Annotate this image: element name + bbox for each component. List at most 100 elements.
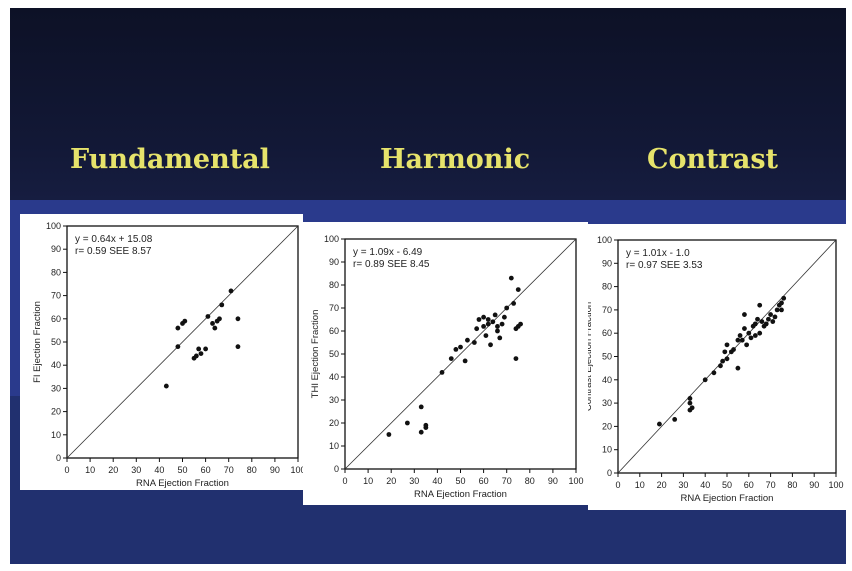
data-point-harmonic (481, 324, 486, 329)
y-tick-label: 80 (51, 267, 61, 277)
y-axis-label: Contrast Ejection Fraction (588, 302, 594, 411)
chart-panel-contrast: 0 10 20 30 40 50 60 70 80 90 100 0 10 20 30 40 50 60 70 80 9… (588, 224, 846, 510)
x-tick-label: 90 (809, 480, 819, 490)
regression-annotation: y = 0.64x + 15.08 (75, 234, 153, 245)
data-point-contrast (688, 396, 693, 401)
y-tick-label: 10 (51, 430, 61, 440)
data-point-harmonic (449, 356, 454, 361)
data-point-harmonic (465, 338, 470, 343)
x-axis-label: RNA Ejection Fraction (681, 493, 774, 504)
x-tick-label: 70 (766, 480, 776, 490)
data-point-harmonic (458, 345, 463, 350)
x-tick-label: 60 (479, 476, 489, 486)
data-point-contrast (657, 422, 662, 427)
data-point-contrast (757, 331, 762, 336)
x-tick-label: 20 (386, 476, 396, 486)
data-point-contrast (770, 319, 775, 324)
x-tick-label: 40 (700, 480, 710, 490)
x-tick-label: 20 (108, 465, 118, 475)
x-tick-label: 50 (722, 480, 732, 490)
x-tick-label: 100 (290, 465, 303, 475)
data-point-harmonic (484, 333, 489, 338)
y-tick-label: 40 (51, 360, 61, 370)
data-point-contrast (722, 349, 727, 354)
data-point-contrast (703, 377, 708, 382)
x-tick-label: 70 (224, 465, 234, 475)
data-point-contrast (740, 338, 745, 343)
y-tick-label: 100 (324, 234, 339, 244)
data-point-contrast (746, 331, 751, 336)
data-point-fundamental (182, 319, 187, 324)
data-point-contrast (688, 401, 693, 406)
x-tick-label: 40 (432, 476, 442, 486)
data-point-fundamental (217, 316, 222, 321)
data-point-contrast (759, 319, 764, 324)
x-tick-label: 60 (201, 465, 211, 475)
data-point-harmonic (518, 322, 523, 327)
y-tick-label: 0 (56, 453, 61, 463)
data-point-contrast (738, 333, 743, 338)
identity-line (345, 239, 576, 469)
data-point-harmonic (511, 301, 516, 306)
data-point-harmonic (481, 315, 486, 320)
data-point-fundamental (199, 351, 204, 356)
data-point-fundamental (196, 347, 201, 352)
y-tick-label: 10 (329, 441, 339, 451)
data-point-contrast (749, 335, 754, 340)
data-point-fundamental (210, 321, 215, 326)
data-point-harmonic (419, 430, 424, 435)
data-point-harmonic (463, 359, 468, 364)
x-axis-label: RNA Ejection Fraction (136, 478, 229, 489)
y-tick-label: 30 (602, 398, 612, 408)
data-point-contrast (744, 342, 749, 347)
data-point-contrast (779, 308, 784, 313)
data-point-contrast (775, 308, 780, 313)
regression-annotation: r= 0.59 SEE 8.57 (75, 246, 152, 257)
data-point-harmonic (495, 324, 500, 329)
data-point-fundamental (219, 302, 224, 307)
data-point-contrast (725, 356, 730, 361)
y-tick-label: 90 (602, 258, 612, 268)
data-point-contrast (753, 333, 758, 338)
data-point-contrast (764, 321, 769, 326)
y-tick-label: 70 (329, 303, 339, 313)
x-tick-label: 100 (568, 476, 583, 486)
data-point-contrast (779, 301, 784, 306)
y-tick-label: 50 (51, 337, 61, 347)
data-point-contrast (672, 417, 677, 422)
data-point-contrast (731, 347, 736, 352)
y-tick-label: 90 (51, 244, 61, 254)
data-point-fundamental (164, 384, 169, 389)
regression-annotation: y = 1.01x - 1.0 (626, 248, 690, 259)
x-tick-label: 100 (828, 480, 843, 490)
scatter-chart-contrast: 0 10 20 30 40 50 60 70 80 90 100010203040506070809… (588, 224, 846, 510)
x-tick-label: 40 (154, 465, 164, 475)
data-point-fundamental (175, 326, 180, 331)
data-point-harmonic (516, 287, 521, 292)
data-point-harmonic (493, 313, 498, 318)
data-point-harmonic (419, 405, 424, 410)
data-point-fundamental (236, 316, 241, 321)
x-tick-label: 60 (744, 480, 754, 490)
y-tick-label: 0 (607, 468, 612, 478)
data-point-harmonic (495, 329, 500, 334)
x-tick-label: 90 (548, 476, 558, 486)
y-tick-label: 70 (602, 305, 612, 315)
y-tick-label: 60 (329, 326, 339, 336)
y-tick-label: 100 (597, 235, 612, 245)
y-tick-label: 70 (51, 291, 61, 301)
data-point-fundamental (206, 314, 211, 319)
data-point-harmonic (477, 317, 482, 322)
data-point-contrast (742, 312, 747, 317)
y-tick-label: 10 (602, 445, 612, 455)
x-tick-label: 20 (657, 480, 667, 490)
chart-panel-fundamental: 0102030405060708090100010203040506070809… (20, 214, 303, 490)
regression-annotation: y = 1.09x - 6.49 (353, 247, 423, 258)
x-axis-label: RNA Ejection Fraction (414, 489, 507, 500)
data-point-harmonic (453, 347, 458, 352)
data-point-harmonic (474, 326, 479, 331)
x-tick-label: 50 (177, 465, 187, 475)
chart-panel-harmonic: 0 10 20 30 40 50 60 70 80 90 100 0 10 20 30 40 50 60 70 80 9… (303, 222, 588, 505)
data-point-contrast (742, 326, 747, 331)
y-tick-label: 60 (51, 314, 61, 324)
